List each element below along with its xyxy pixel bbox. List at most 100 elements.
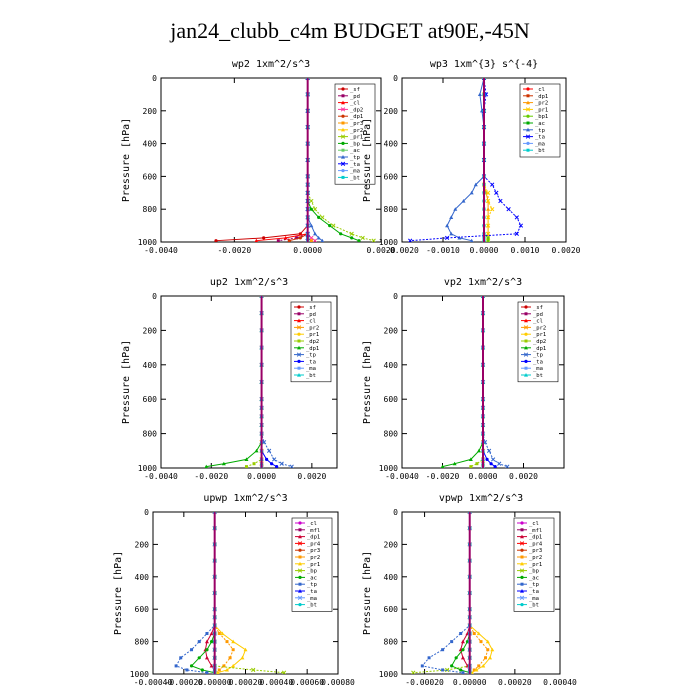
legend-label: _dp1 xyxy=(306,346,319,352)
legend-marker xyxy=(298,561,302,566)
data-point xyxy=(225,640,229,644)
legend-marker xyxy=(524,366,528,370)
data-point xyxy=(309,207,313,211)
data-point xyxy=(489,462,493,466)
data-point xyxy=(185,668,189,672)
legend-marker xyxy=(520,555,524,559)
legend-marker xyxy=(341,141,345,145)
series-group xyxy=(214,78,376,242)
series-line-tp xyxy=(175,512,216,674)
data-point xyxy=(486,448,492,453)
legend-label: _pr3 xyxy=(350,121,363,127)
data-point xyxy=(420,664,424,668)
x-tick-label: 0.0000 xyxy=(247,472,276,481)
x-tick-label: -0.0040 xyxy=(385,472,419,481)
legend-marker xyxy=(524,305,528,309)
data-point xyxy=(317,215,321,219)
legend-label: _pd xyxy=(306,312,316,318)
legend-label: _pd xyxy=(350,94,360,100)
legend-label: _ma xyxy=(307,596,317,602)
y-tick-label: 1000 xyxy=(138,238,157,247)
legend-marker xyxy=(297,318,301,323)
data-point xyxy=(243,647,248,652)
x-tick-label: 0.0020 xyxy=(367,246,396,255)
legend-label: _tp xyxy=(529,582,539,588)
x-tick-label: -0.0040 xyxy=(144,472,178,481)
data-point xyxy=(289,464,294,468)
legend-label: _bt xyxy=(350,175,360,181)
legend-marker xyxy=(297,339,301,343)
x-tick-label: 0.00000 xyxy=(198,678,232,687)
data-point xyxy=(265,457,269,461)
legend-marker xyxy=(341,94,345,98)
series-line-pr1 xyxy=(483,78,493,241)
data-point xyxy=(371,238,376,242)
data-point xyxy=(440,464,445,468)
data-point xyxy=(221,461,226,466)
legend-label: _ac xyxy=(350,148,360,154)
legend-label: _ma xyxy=(533,366,543,372)
legend-label: _bt xyxy=(307,603,317,609)
plot-frame xyxy=(401,511,561,675)
series-line-dp1 xyxy=(442,296,484,468)
legend-label: _ta xyxy=(529,589,539,595)
data-point xyxy=(469,465,473,468)
data-point xyxy=(312,207,318,212)
legend-label: _bp xyxy=(529,569,539,575)
legend-label: _ma xyxy=(350,169,360,175)
legend-marker xyxy=(298,582,302,586)
legend-label: _ma xyxy=(529,596,539,602)
y-tick-label: 200 xyxy=(384,107,399,116)
legend-label: _tp xyxy=(307,582,317,588)
y-tick-label: 400 xyxy=(384,573,399,582)
data-point xyxy=(472,668,476,672)
legend-label: _bt xyxy=(533,373,543,379)
data-point xyxy=(205,632,209,635)
panel-title: vpwp 1xm^2/s^3 xyxy=(439,493,523,504)
data-point xyxy=(209,663,214,668)
y-tick-label: 0 xyxy=(393,508,398,517)
legend-label: _bp1 xyxy=(535,114,548,120)
data-point xyxy=(476,448,481,453)
data-point xyxy=(490,207,495,212)
data-point xyxy=(312,238,318,242)
legend-marker xyxy=(297,312,301,316)
legend-marker xyxy=(297,373,301,377)
data-point xyxy=(476,631,481,636)
y-tick-label: 200 xyxy=(384,540,399,549)
legend-label: _sf xyxy=(350,87,360,93)
chart-panel-2: wp3 1xm^{3} s^{-4}02004006008001000-0.00… xyxy=(362,59,581,255)
data-point xyxy=(244,465,248,468)
data-point xyxy=(459,668,463,672)
data-point xyxy=(484,656,488,660)
data-point xyxy=(441,648,445,652)
legend-label: _dp1 xyxy=(535,94,548,100)
legend-label: _pr2 xyxy=(306,325,319,331)
legend-marker xyxy=(341,127,345,132)
legend-marker xyxy=(341,114,345,118)
y-tick-label: 600 xyxy=(143,172,158,181)
data-point xyxy=(475,462,479,466)
legend-marker xyxy=(298,603,302,607)
data-point xyxy=(474,667,479,672)
data-point xyxy=(215,670,220,674)
x-tick-label: -0.00020 xyxy=(405,678,444,687)
data-point xyxy=(350,236,354,240)
plot-frame xyxy=(160,295,338,469)
y-axis-label: Pressure [hPa] xyxy=(362,118,373,202)
data-point xyxy=(197,640,201,644)
series-line-sf xyxy=(215,78,309,242)
series-group xyxy=(204,296,294,468)
x-tick-label: -0.0020 xyxy=(385,246,419,255)
y-axis-label: Pressure [hPa] xyxy=(362,340,373,424)
legend: _cl_mfl_dp1_pr4_pr3_pr2_pr1_bp_ac_tp_ta_… xyxy=(513,517,555,612)
data-point xyxy=(357,239,361,242)
legend-marker xyxy=(526,148,530,152)
data-point xyxy=(251,667,256,673)
data-point xyxy=(179,656,183,660)
legend-marker xyxy=(524,345,528,350)
data-point xyxy=(295,236,299,240)
legend-marker xyxy=(526,100,530,105)
